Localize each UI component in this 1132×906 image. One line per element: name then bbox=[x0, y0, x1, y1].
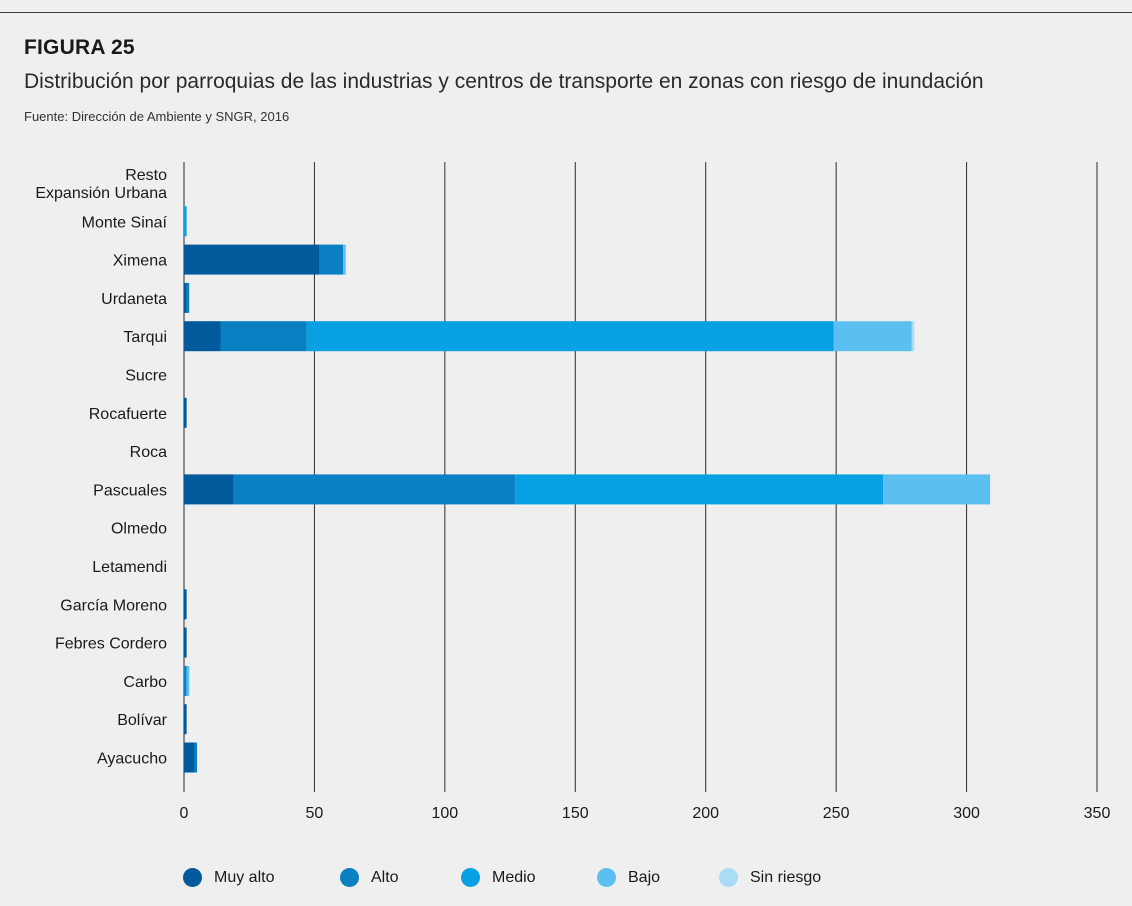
category-label-line: Expansión Urbana bbox=[35, 185, 167, 202]
category-label: Sucre bbox=[125, 368, 167, 385]
bar-segment bbox=[184, 397, 187, 428]
bar-segment bbox=[184, 474, 234, 505]
legend-swatch bbox=[183, 868, 202, 887]
bar-segment bbox=[233, 474, 516, 505]
legend-item: Sin riesgo bbox=[719, 868, 841, 887]
legend-swatch bbox=[719, 868, 738, 887]
bar-segment bbox=[184, 244, 320, 275]
legend-label: Alto bbox=[371, 868, 399, 886]
category-label: Resto Expansión Urbana bbox=[35, 167, 167, 202]
category-label: Ximena bbox=[113, 253, 167, 270]
legend-swatch bbox=[597, 868, 616, 887]
figure-label: FIGURA 25 bbox=[24, 36, 135, 59]
bar-segment bbox=[184, 704, 187, 735]
category-label: García Moreno bbox=[60, 597, 167, 614]
bar-segment bbox=[184, 665, 187, 696]
bar-segment bbox=[833, 321, 912, 352]
x-tick-label: 200 bbox=[692, 805, 719, 822]
legend-item: Medio bbox=[461, 868, 597, 887]
category-label: Urdaneta bbox=[101, 291, 167, 308]
legend-label: Medio bbox=[492, 868, 536, 886]
legend-label: Sin riesgo bbox=[750, 868, 822, 886]
legend-swatch bbox=[461, 868, 480, 887]
legend-item: Muy alto bbox=[183, 868, 340, 887]
x-tick-label: 50 bbox=[306, 805, 324, 822]
legend-item: Alto bbox=[340, 868, 461, 887]
bar-segment bbox=[184, 742, 195, 773]
category-label: Febres Cordero bbox=[55, 636, 167, 653]
bar-segment bbox=[194, 742, 198, 773]
top-rule bbox=[0, 12, 1132, 13]
x-tick-label: 350 bbox=[1084, 805, 1111, 822]
bar-segment bbox=[220, 321, 307, 352]
category-label: Bolívar bbox=[117, 712, 167, 729]
legend-swatch bbox=[340, 868, 359, 887]
bar-segment bbox=[343, 244, 346, 275]
category-label: Tarqui bbox=[123, 329, 167, 346]
x-tick-label: 250 bbox=[823, 805, 850, 822]
x-tick-label: 150 bbox=[562, 805, 589, 822]
category-label: Olmedo bbox=[111, 521, 167, 538]
bar-segment bbox=[184, 627, 187, 658]
bar-segment bbox=[306, 321, 834, 352]
legend-item: Bajo bbox=[597, 868, 719, 887]
x-tick-label: 100 bbox=[432, 805, 459, 822]
category-label: Pascuales bbox=[93, 482, 167, 499]
bar-segment bbox=[911, 321, 915, 352]
bar-segment bbox=[186, 282, 190, 313]
category-label-line: Resto bbox=[125, 167, 167, 184]
category-label: Rocafuerte bbox=[89, 406, 167, 423]
bar-segment bbox=[184, 321, 221, 352]
bar-segment bbox=[184, 206, 187, 237]
x-tick-label: 300 bbox=[953, 805, 980, 822]
x-tick-label: 0 bbox=[180, 805, 189, 822]
legend-label: Muy alto bbox=[214, 868, 275, 886]
bar-segment bbox=[184, 589, 187, 620]
bar-segment bbox=[186, 665, 190, 696]
bar-segment bbox=[515, 474, 884, 505]
category-label: Letamendi bbox=[92, 559, 167, 576]
bar-segment bbox=[319, 244, 344, 275]
legend-label: Bajo bbox=[628, 868, 661, 886]
bar-segment bbox=[883, 474, 991, 505]
figure-title: Distribución por parroquias de las indus… bbox=[24, 70, 984, 93]
bar-chart: 0 50 100 150 200 250 300 350 Resto Expansión Urba… bbox=[35, 162, 1111, 822]
category-label: Carbo bbox=[123, 674, 167, 691]
bar-segment bbox=[184, 282, 187, 313]
category-label: Monte Sinaí bbox=[82, 214, 168, 231]
category-label: Ayacucho bbox=[97, 751, 167, 768]
chart-legend: Muy alto Alto Medio Bajo Sin riesgo bbox=[183, 868, 841, 887]
figure-source: Fuente: Dirección de Ambiente y SNGR, 20… bbox=[24, 109, 290, 124]
category-label: Roca bbox=[130, 444, 167, 461]
